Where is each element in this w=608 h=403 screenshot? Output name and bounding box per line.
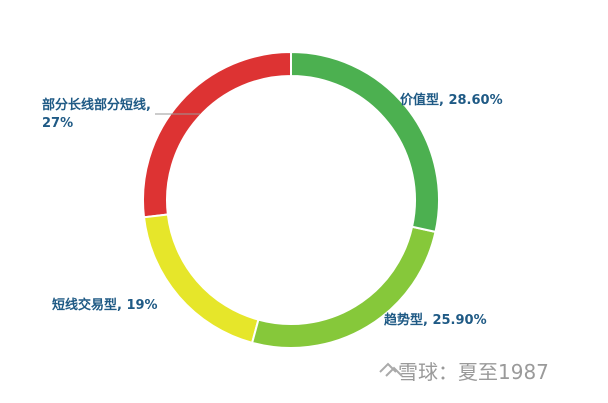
data-label: 趋势型, 25.90%	[384, 313, 487, 328]
watermark: 雪球：夏至1987	[398, 360, 549, 384]
data-label: 部分长线部分短线, 27%	[42, 98, 151, 131]
data-label: 价值型, 28.60%	[400, 93, 503, 108]
donut-segment	[142, 213, 260, 345]
donut-segment	[142, 50, 292, 219]
watermark-icon	[379, 362, 403, 377]
donut-segment	[250, 225, 437, 349]
donut-segment	[290, 50, 440, 234]
data-label: 短线交易型, 19%	[52, 298, 158, 313]
